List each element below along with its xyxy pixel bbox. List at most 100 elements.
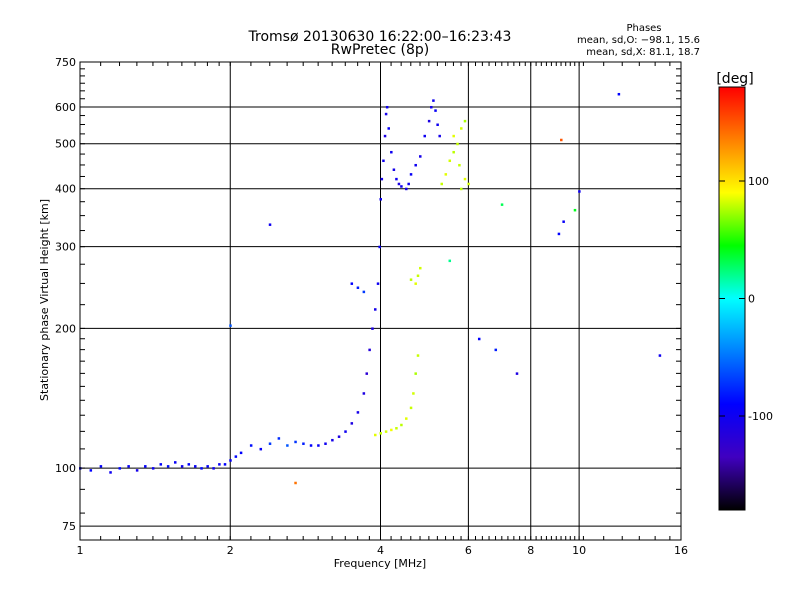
x-tick-label: 16: [674, 544, 688, 557]
data-point: [218, 463, 221, 466]
x-tick-label: 4: [377, 544, 384, 557]
data-point: [573, 208, 577, 212]
y-tick-label: 200: [55, 322, 76, 335]
data-point: [144, 465, 147, 468]
data-point: [268, 442, 272, 445]
data-point: [423, 134, 426, 138]
x-tick-label: 8: [527, 544, 534, 557]
data-point: [194, 465, 197, 468]
data-point: [456, 142, 459, 146]
data-point: [416, 274, 420, 278]
data-point: [658, 354, 662, 357]
data-point: [356, 411, 360, 414]
data-point: [419, 266, 422, 270]
data-point: [223, 463, 227, 466]
data-point: [400, 185, 403, 188]
data-point: [376, 282, 380, 285]
data-point: [382, 159, 385, 163]
phases-mean-o: mean, sd,O: −98.1, 15.6: [577, 35, 700, 46]
y-tick-label: 500: [55, 138, 76, 151]
y-axis-ticks: 75 100 200 300 400 500 600 750: [55, 56, 681, 533]
y-axis-label: Stationary phase Virtual Height [km]: [38, 199, 51, 401]
y-tick-label: 750: [55, 56, 76, 69]
data-point: [384, 112, 388, 116]
data-point: [416, 354, 420, 357]
data-point: [390, 428, 393, 432]
colorbar-tick-label: 100: [748, 175, 769, 188]
colorbar-tick-label: 0: [748, 293, 755, 306]
data-point: [452, 150, 455, 154]
data-point: [387, 127, 390, 130]
y-tick-label: 600: [55, 101, 76, 114]
data-point: [444, 173, 448, 176]
data-point: [309, 444, 313, 447]
data-point: [500, 203, 504, 206]
data-point: [99, 465, 103, 468]
colorbar-label: [deg]: [716, 71, 753, 87]
data-point: [390, 150, 393, 154]
data-point: [436, 123, 439, 127]
data-point: [385, 105, 389, 109]
y-tick-label: 400: [55, 183, 76, 196]
data-point: [617, 92, 621, 96]
data-point: [212, 467, 215, 470]
data-point: [379, 198, 382, 201]
data-point: [463, 177, 467, 181]
data-point: [409, 173, 413, 176]
data-point: [206, 465, 209, 468]
data-point: [249, 444, 253, 447]
data-point: [374, 308, 377, 311]
data-point: [362, 392, 366, 395]
data-point: [560, 138, 563, 142]
data-point: [365, 372, 369, 375]
data-point: [438, 134, 441, 138]
data-point: [337, 435, 341, 438]
data-point: [397, 182, 401, 186]
data-point: [409, 278, 413, 281]
data-point: [409, 406, 413, 410]
data-point: [430, 105, 433, 109]
data-point: [109, 471, 112, 474]
colorbar-tick-label: -100: [748, 410, 773, 423]
data-point: [557, 232, 561, 236]
data-point: [187, 463, 191, 466]
data-point: [494, 348, 498, 352]
phases-heading: Phases: [626, 23, 661, 34]
data-point: [277, 437, 281, 440]
scatter-points: [79, 92, 662, 485]
data-point: [432, 99, 435, 102]
x-tick-label: 1: [77, 544, 84, 557]
data-point: [467, 182, 470, 186]
data-point: [395, 177, 398, 181]
data-point: [419, 155, 422, 158]
data-point: [89, 469, 93, 472]
data-point: [200, 467, 203, 470]
data-point: [578, 190, 581, 193]
data-point: [448, 259, 452, 263]
data-point: [434, 109, 437, 112]
data-point: [380, 177, 384, 181]
data-point: [463, 119, 467, 123]
data-point: [350, 422, 354, 425]
data-point: [562, 220, 565, 223]
data-point: [234, 455, 238, 458]
data-point: [362, 290, 366, 294]
data-point: [412, 392, 415, 395]
data-point: [302, 442, 305, 445]
data-point: [414, 163, 417, 167]
data-point: [379, 432, 382, 435]
y-tick-label: 100: [55, 462, 76, 475]
data-point: [392, 168, 396, 171]
data-point: [259, 447, 263, 451]
data-point: [405, 187, 408, 191]
data-point: [239, 451, 243, 455]
data-point: [127, 465, 130, 468]
data-point: [371, 327, 374, 330]
data-point: [414, 282, 417, 285]
data-point: [384, 430, 388, 433]
data-point: [452, 134, 455, 138]
data-point: [448, 159, 452, 163]
y-tick-label: 75: [62, 520, 76, 533]
data-point: [407, 182, 410, 186]
